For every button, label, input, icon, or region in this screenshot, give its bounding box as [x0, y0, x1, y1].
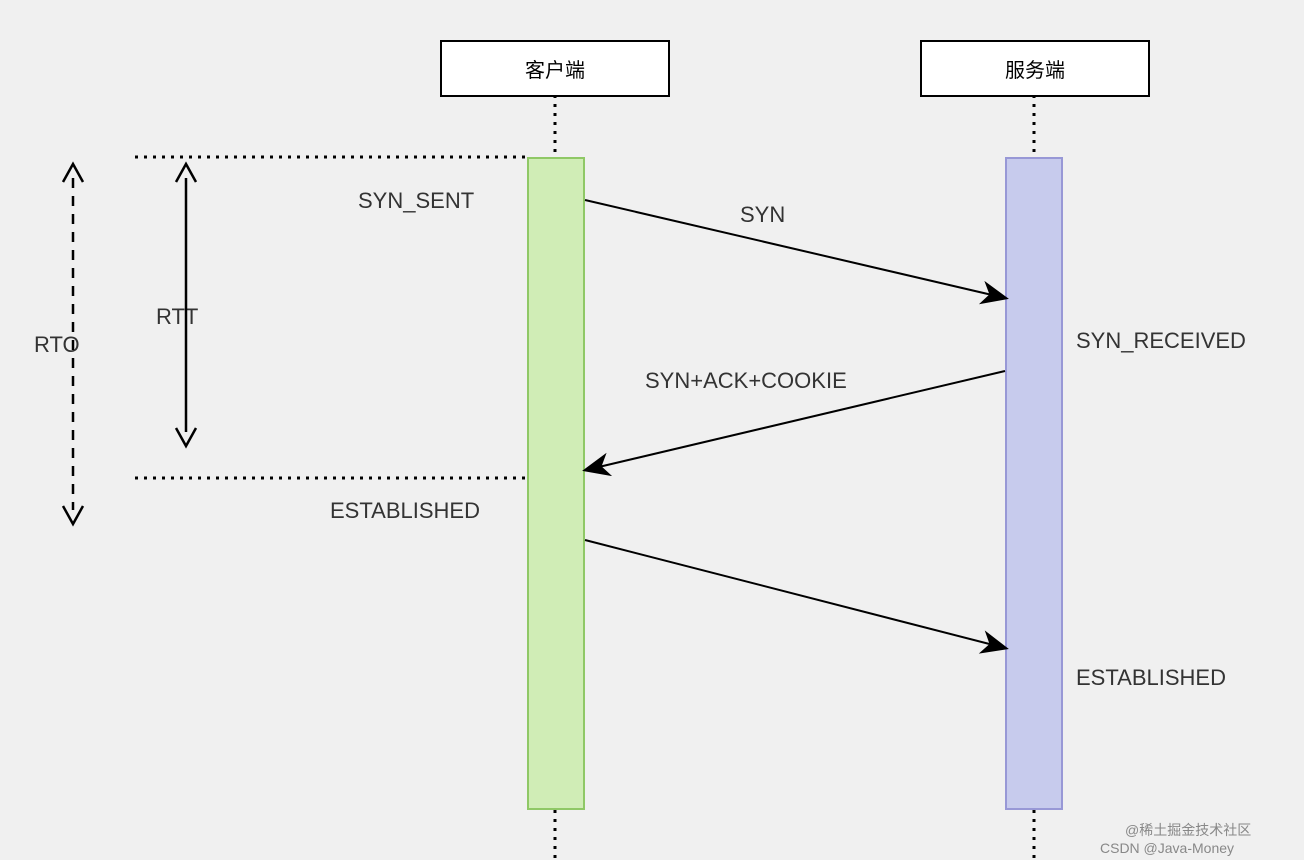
state-syn-received: SYN_RECEIVED: [1076, 328, 1246, 354]
state-established-client: ESTABLISHED: [330, 498, 480, 524]
rto-arrow-up: [63, 164, 83, 182]
state-established-server: ESTABLISHED: [1076, 665, 1226, 691]
rtt-label: RTT: [156, 304, 198, 330]
server-lifeline: [1005, 157, 1063, 810]
diagram-lines: [0, 0, 1304, 860]
state-syn-sent: SYN_SENT: [358, 188, 474, 214]
watermark-2: CSDN @Java-Money: [1100, 840, 1234, 856]
server-box: 服务端: [920, 40, 1150, 97]
rto-arrow-down: [63, 506, 83, 524]
msg-syn-arrow: [585, 200, 1005, 298]
rto-label: RTO: [34, 332, 80, 358]
msg-syn-label: SYN: [740, 202, 785, 228]
rtt-arrow-down: [176, 428, 196, 446]
watermark-1: @稀土掘金技术社区: [1125, 820, 1251, 840]
msg-ack-arrow: [585, 540, 1005, 648]
msg-synack-label: SYN+ACK+COOKIE: [645, 368, 847, 394]
server-label: 服务端: [1005, 60, 1065, 82]
rtt-arrow-up: [176, 164, 196, 182]
client-lifeline: [527, 157, 585, 810]
client-label: 客户端: [525, 60, 585, 82]
client-box: 客户端: [440, 40, 670, 97]
